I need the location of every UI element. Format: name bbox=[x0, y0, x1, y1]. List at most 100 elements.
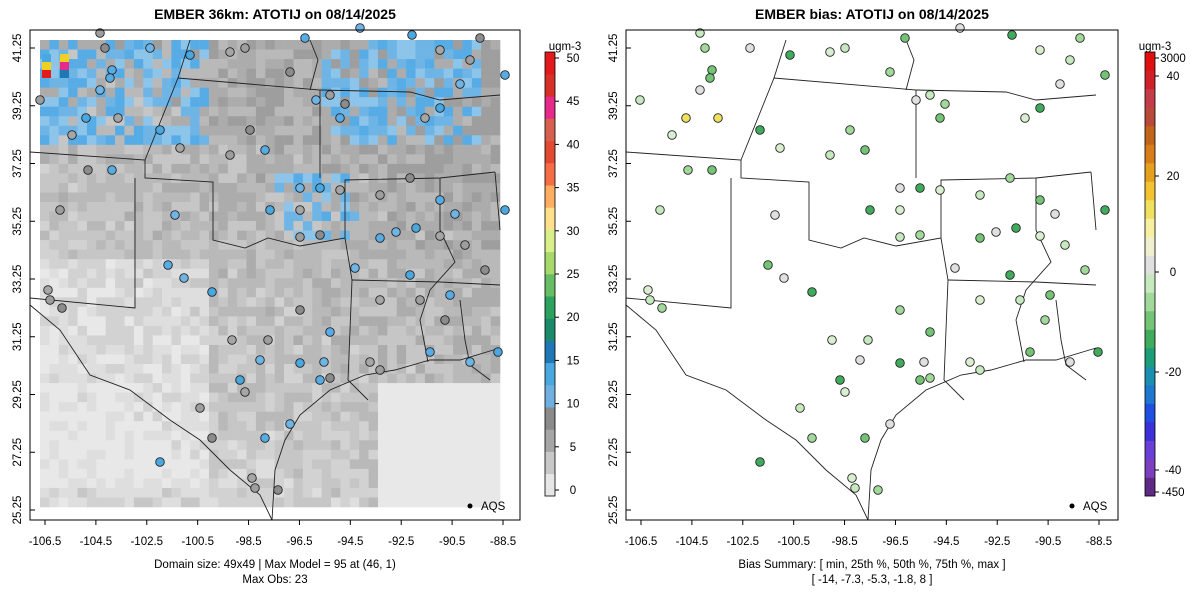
aqs-site-marker bbox=[295, 183, 305, 193]
y-tick-label: 39.25 bbox=[608, 91, 620, 120]
aqs-site-marker bbox=[57, 303, 67, 313]
aqs-site-marker bbox=[335, 113, 345, 123]
bias-site-marker bbox=[885, 67, 895, 77]
bias-site-marker bbox=[895, 183, 905, 193]
y-tick-label: 37.25 bbox=[608, 149, 620, 178]
x-tick-label: -106.5 bbox=[625, 536, 658, 548]
aqs-site-marker bbox=[145, 43, 155, 53]
aqs-site-marker bbox=[435, 103, 445, 113]
aqs-site-marker bbox=[265, 205, 275, 215]
y-tick-label: 41.25 bbox=[608, 34, 620, 63]
aqs-site-marker bbox=[375, 233, 385, 243]
bias-site-marker bbox=[863, 335, 873, 345]
bias-site-marker bbox=[795, 403, 805, 413]
right-chart-title: EMBER bias: ATOTIJ on 08/14/2025 bbox=[755, 6, 989, 22]
aqs-site-marker bbox=[500, 205, 510, 215]
colorbar-tick-label: 0 bbox=[1170, 267, 1176, 279]
aqs-site-marker bbox=[250, 483, 260, 493]
aqs-site-marker bbox=[450, 209, 460, 219]
aqs-site-marker bbox=[245, 125, 255, 135]
x-tick-label: -92.5 bbox=[388, 536, 414, 548]
bias-site-marker bbox=[855, 355, 865, 365]
aqs-site-marker bbox=[273, 485, 283, 495]
y-tick-label: 25.25 bbox=[12, 496, 24, 525]
bias-site-marker bbox=[825, 47, 835, 57]
aqs-site-marker bbox=[240, 387, 250, 397]
colorbar-tick-label: 15 bbox=[567, 355, 580, 367]
aqs-site-marker bbox=[391, 227, 401, 237]
bias-site-marker bbox=[1011, 223, 1021, 233]
model-concentration-map: EMBER 36km: ATOTIJ on 08/14/2025 -106.5 -… bbox=[12, 6, 581, 586]
bias-site-marker bbox=[645, 295, 655, 305]
x-tick-label: -88.5 bbox=[1086, 536, 1112, 548]
aqs-site-marker bbox=[350, 263, 360, 273]
bias-site-marker bbox=[825, 150, 835, 160]
aqs-site-marker bbox=[415, 295, 425, 305]
aqs-site-marker bbox=[420, 113, 430, 123]
bias-site-marker bbox=[707, 65, 717, 75]
bias-site-marker bbox=[643, 285, 653, 295]
aqs-site-marker bbox=[365, 357, 375, 367]
bias-site-marker bbox=[1015, 295, 1025, 305]
bias-site-marker bbox=[885, 419, 895, 429]
bias-site-marker bbox=[695, 85, 705, 95]
bias-site-marker bbox=[1045, 290, 1055, 300]
x-tick-label: -102.5 bbox=[726, 536, 759, 548]
bias-site-marker bbox=[1060, 240, 1070, 250]
x-tick-label: -88.5 bbox=[490, 536, 516, 548]
aqs-site-marker bbox=[375, 295, 385, 305]
aqs-site-marker bbox=[260, 433, 270, 443]
colorbar-tick-label: 30 bbox=[567, 226, 580, 238]
bias-site-marker bbox=[683, 165, 693, 175]
bias-site-marker bbox=[1035, 231, 1045, 241]
aqs-site-marker bbox=[155, 125, 165, 135]
aqs-site-marker bbox=[340, 99, 350, 109]
aqs-site-marker bbox=[435, 195, 445, 205]
aqs-site-marker bbox=[493, 347, 503, 357]
bias-site-marker bbox=[1005, 173, 1015, 183]
bias-site-marker bbox=[935, 113, 945, 123]
bias-site-marker bbox=[1065, 55, 1075, 65]
left-chart-title: EMBER 36km: ATOTIJ on 08/14/2025 bbox=[154, 6, 396, 22]
aqs-legend-dot bbox=[467, 503, 473, 509]
aqs-site-marker bbox=[35, 95, 45, 105]
x-tick-label: -100.5 bbox=[777, 536, 810, 548]
bias-site-marker bbox=[840, 387, 850, 397]
aqs-site-marker bbox=[435, 45, 445, 55]
x-tick-label: -106.5 bbox=[29, 536, 62, 548]
right-colorbar: -450 -40 -20 0 20 40 3000 bbox=[1144, 51, 1186, 499]
latitude-ticks: 25.25 27.25 29.25 31.25 33.25 35.25 37.25 39.25… bbox=[608, 34, 631, 524]
bias-site-marker bbox=[991, 227, 1001, 237]
bias-site-marker bbox=[1093, 347, 1103, 357]
aqs-site-marker bbox=[311, 95, 321, 105]
bias-site-marker bbox=[840, 43, 850, 53]
x-tick-label: -90.5 bbox=[1035, 536, 1061, 548]
y-tick-label: 39.25 bbox=[12, 91, 24, 120]
colorbar-tick-label: 10 bbox=[567, 399, 580, 411]
aqs-site-marker bbox=[405, 173, 415, 183]
bias-site-marker bbox=[1007, 30, 1017, 40]
aqs-site-marker bbox=[440, 315, 450, 325]
aqs-site-marker bbox=[247, 473, 257, 483]
colorbar-tick-label: 40 bbox=[567, 139, 580, 151]
bias-site-marker bbox=[770, 210, 780, 220]
aqs-site-marker bbox=[155, 457, 165, 467]
bias-site-marker bbox=[713, 113, 723, 123]
aqs-legend-dot bbox=[1069, 503, 1075, 509]
aqs-site-marker bbox=[225, 150, 235, 160]
bias-site-marker bbox=[785, 50, 795, 60]
bias-site-marker bbox=[975, 233, 985, 243]
x-tick-label: -104.5 bbox=[80, 536, 113, 548]
latitude-ticks: 25.25 27.25 29.25 31.25 33.25 35.25 37.25 39.25… bbox=[12, 34, 35, 525]
max-obs-footer: Max Obs: 23 bbox=[242, 574, 307, 586]
state-borders bbox=[625, 39, 1097, 521]
x-tick-label: -90.5 bbox=[439, 536, 465, 548]
bias-site-marker bbox=[915, 183, 925, 193]
bias-site-markers bbox=[635, 23, 1110, 495]
colorbar-tick-label: 20 bbox=[567, 312, 580, 324]
bias-site-marker bbox=[873, 485, 883, 495]
bias-site-marker bbox=[763, 260, 773, 270]
right-colorbar-unit: ugm-3 bbox=[1139, 41, 1172, 53]
bias-site-marker bbox=[1005, 270, 1015, 280]
bias-site-marker bbox=[667, 130, 677, 140]
